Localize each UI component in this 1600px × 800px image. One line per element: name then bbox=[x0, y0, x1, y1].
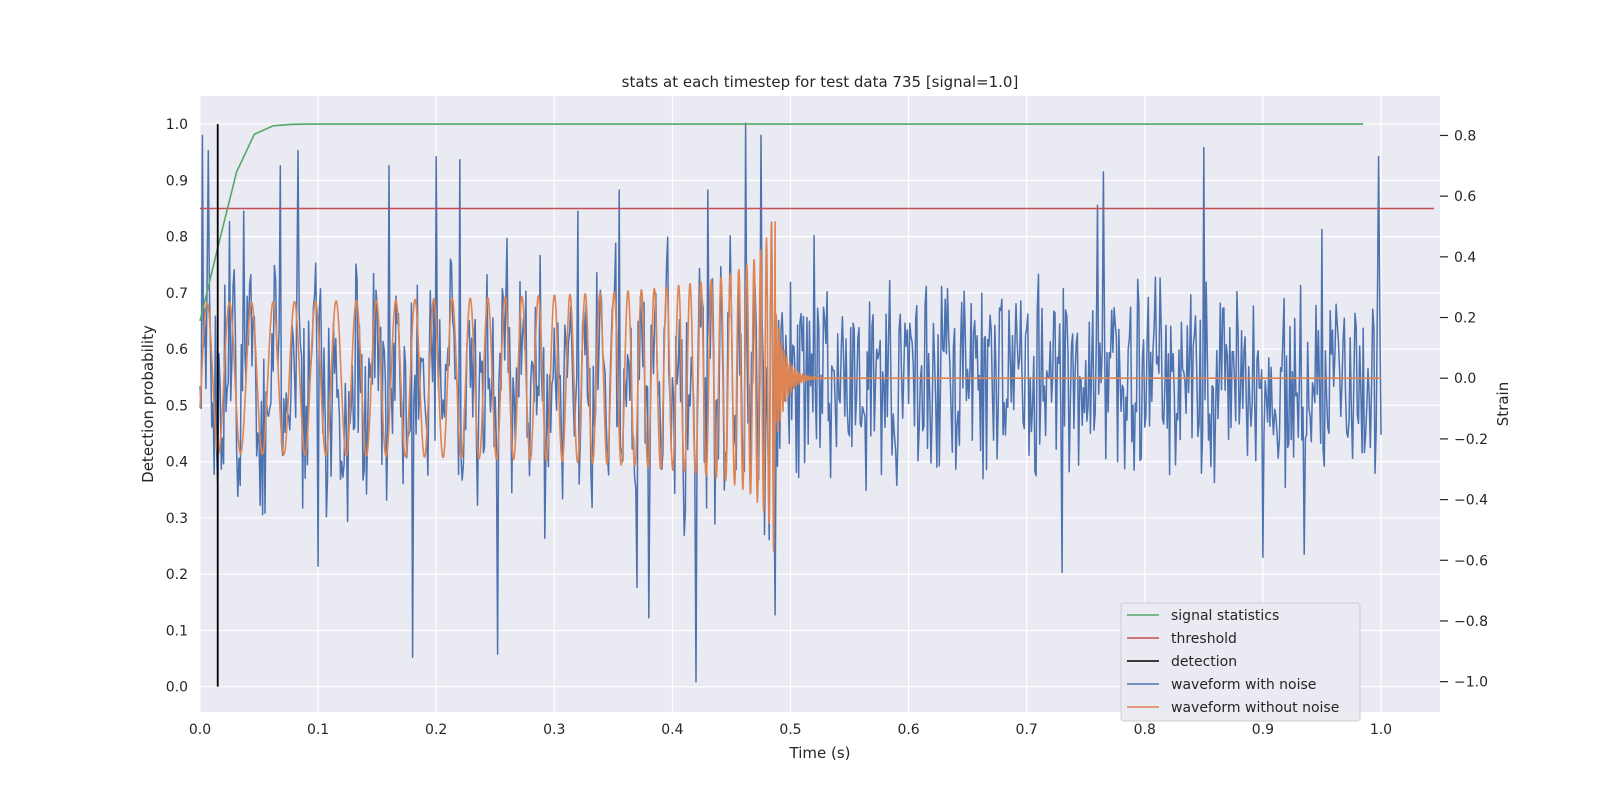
y2-tick-label: 0.8 bbox=[1454, 128, 1476, 144]
x-tick-label: 0.5 bbox=[779, 722, 801, 738]
y2-axis-label: Strain bbox=[1494, 382, 1512, 426]
y2-tick-label: 0.6 bbox=[1454, 189, 1476, 205]
x-tick-label: 0.6 bbox=[897, 722, 919, 738]
legend-label-detection: detection bbox=[1171, 654, 1237, 670]
y2-tick-label: −0.4 bbox=[1454, 493, 1488, 509]
x-tick-label: 0.9 bbox=[1252, 722, 1274, 738]
y2-tick-label: 0.2 bbox=[1454, 311, 1476, 327]
x-axis-label: Time (s) bbox=[789, 744, 851, 762]
y-tick-label: 0.7 bbox=[166, 286, 188, 302]
y-tick-label: 0.8 bbox=[166, 230, 188, 246]
y-tick-label: 0.9 bbox=[166, 173, 188, 189]
y-tick-label: 0.2 bbox=[166, 567, 188, 583]
y2-tick-label: −0.2 bbox=[1454, 432, 1488, 448]
legend-label-signal: signal statistics bbox=[1171, 608, 1279, 624]
waveform-without-noise-line bbox=[199, 221, 1382, 552]
y2-tick-label: 0.0 bbox=[1454, 371, 1476, 387]
x-tick-label: 0.1 bbox=[307, 722, 329, 738]
x-tick-label: 0.0 bbox=[189, 722, 211, 738]
series-layer bbox=[199, 122, 1435, 687]
y2-tick-label: 0.4 bbox=[1454, 250, 1476, 266]
waveform-with-noise-line bbox=[199, 122, 1382, 683]
y2-tick-label: −1.0 bbox=[1454, 675, 1488, 691]
y-tick-label: 0.4 bbox=[166, 455, 188, 471]
y-tick-label: 0.5 bbox=[166, 398, 188, 414]
x-tick-label: 0.3 bbox=[543, 722, 565, 738]
y-tick-label: 0.1 bbox=[166, 623, 188, 639]
y-tick-label: 1.0 bbox=[166, 117, 188, 133]
y2-tick-label: −0.8 bbox=[1454, 614, 1488, 630]
y-tick-label: 0.6 bbox=[166, 342, 188, 358]
y-axis-label: Detection probability bbox=[139, 325, 157, 483]
y-tick-label: 0.0 bbox=[166, 680, 188, 696]
legend-label-noisy: waveform with noise bbox=[1171, 677, 1316, 693]
x-tick-label: 0.4 bbox=[661, 722, 683, 738]
x-tick-label: 0.8 bbox=[1134, 722, 1156, 738]
ticks-layer: 0.0 0.1 0.2 0.3 0.4 0.5 0.6 0.7 0.8 0.9 1.0 0.0 0.1 0… bbox=[166, 117, 1488, 738]
signal-statistics-line bbox=[199, 123, 1364, 322]
x-tick-label: 0.2 bbox=[425, 722, 447, 738]
chart-title: stats at each timestep for test data 735… bbox=[622, 73, 1019, 91]
legend-box bbox=[1120, 602, 1361, 722]
y2-tick-label: −0.6 bbox=[1454, 553, 1488, 569]
x-tick-label: 0.7 bbox=[1016, 722, 1038, 738]
legend-label-clean: waveform without noise bbox=[1171, 700, 1339, 716]
legend-label-threshold: threshold bbox=[1171, 631, 1237, 647]
y-tick-label: 0.3 bbox=[166, 511, 188, 527]
legend: signal statistics threshold detection wa… bbox=[1120, 602, 1361, 722]
x-tick-label: 1.0 bbox=[1370, 722, 1392, 738]
